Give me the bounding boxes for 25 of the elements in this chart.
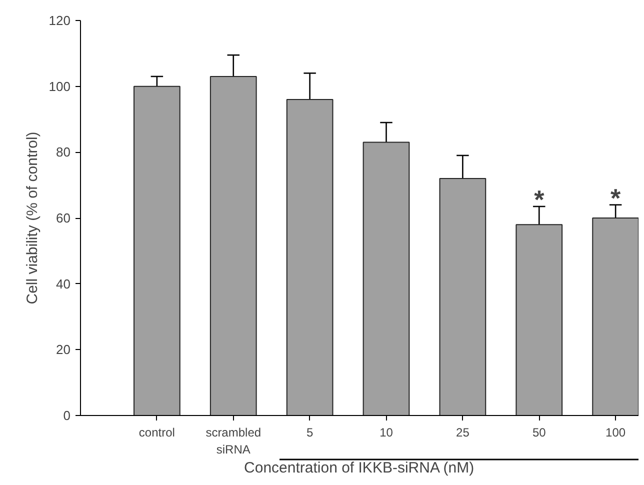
x-tick-label: scrambled siRNA [206,426,262,456]
bar [439,178,486,416]
x-tick-label: 50 [532,426,546,440]
y-tick-label: 40 [56,276,71,292]
x-tick-label: control [138,426,175,440]
y-tick-label: 20 [56,342,71,358]
bar [592,218,638,416]
bar [286,99,334,416]
y-tick-label: 0 [63,408,71,423]
annotation: * [534,184,546,214]
y-axis-title: Cell viability (% of control) [24,132,41,304]
x-tick-label: 100 [606,426,626,440]
annotation: * [610,182,622,213]
x-tick-label: 10 [380,426,394,440]
y-tick-label: 100 [48,78,71,94]
bar [362,142,410,416]
y-tick-label: 80 [56,144,71,160]
y-tick-label: 120 [48,13,71,28]
bar [134,86,180,416]
bar [210,76,257,416]
y-tick-label: 60 [56,210,71,226]
x-tick-label: 5 [306,426,314,440]
x-tick-label: 25 [456,426,470,440]
bar [516,224,563,416]
x-axis-title: Concentration of IKKB-siRNA (nM) [244,460,474,476]
